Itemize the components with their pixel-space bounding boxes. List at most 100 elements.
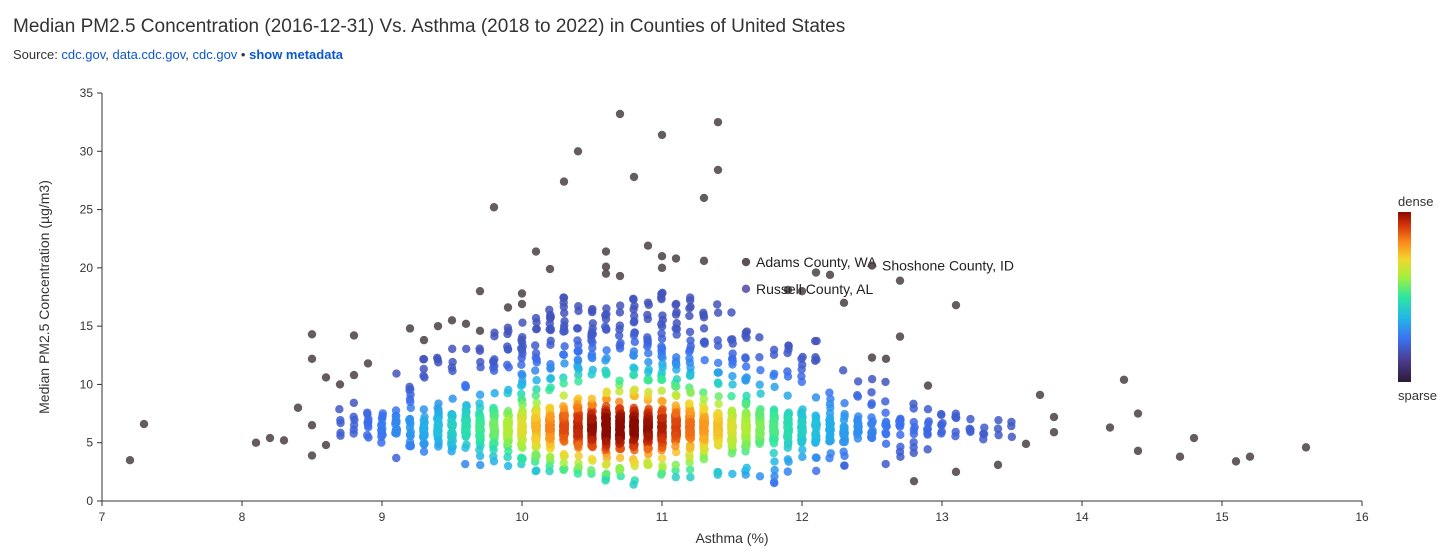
x-tick-label: 15 bbox=[1215, 510, 1229, 524]
source-link-data-cdc[interactable]: data.cdc.gov bbox=[112, 47, 186, 62]
data-point bbox=[461, 380, 470, 390]
data-point bbox=[825, 431, 835, 440]
data-point bbox=[742, 434, 751, 443]
data-point bbox=[489, 438, 498, 448]
data-point bbox=[476, 460, 485, 470]
data-point bbox=[546, 374, 555, 383]
outlier-point bbox=[461, 319, 471, 329]
data-point bbox=[672, 374, 682, 384]
data-point bbox=[853, 429, 862, 439]
data-point bbox=[587, 414, 597, 424]
data-point bbox=[546, 325, 555, 335]
outlier-point bbox=[797, 286, 807, 296]
data-point bbox=[937, 429, 946, 438]
data-point bbox=[644, 387, 653, 397]
data-point bbox=[936, 409, 946, 419]
data-point bbox=[615, 463, 625, 473]
data-point bbox=[349, 412, 358, 422]
data-point bbox=[994, 430, 1003, 440]
data-point bbox=[896, 430, 905, 440]
data-point bbox=[406, 427, 416, 437]
data-point bbox=[700, 445, 709, 454]
data-point bbox=[685, 311, 694, 321]
source-link-cdc[interactable]: cdc.gov bbox=[61, 47, 106, 62]
data-point bbox=[811, 393, 821, 402]
data-point bbox=[376, 425, 386, 435]
data-point bbox=[517, 416, 527, 426]
data-point bbox=[923, 445, 932, 454]
data-point bbox=[699, 455, 709, 464]
data-point bbox=[643, 335, 652, 345]
data-point bbox=[518, 318, 527, 327]
data-point bbox=[615, 453, 625, 463]
data-point bbox=[629, 295, 638, 304]
data-point bbox=[699, 388, 708, 397]
data-point bbox=[349, 429, 358, 438]
data-point bbox=[406, 397, 415, 407]
data-point bbox=[503, 345, 513, 354]
x-tick-label: 8 bbox=[239, 510, 246, 524]
data-point bbox=[559, 465, 568, 475]
source-link-cdc-2[interactable]: cdc.gov bbox=[192, 47, 238, 62]
data-point bbox=[489, 430, 498, 439]
data-point bbox=[671, 472, 681, 482]
data-point bbox=[532, 358, 542, 367]
data-point bbox=[531, 313, 541, 323]
data-point bbox=[840, 430, 849, 439]
data-point bbox=[630, 328, 639, 337]
data-point bbox=[727, 449, 737, 458]
outlier-point bbox=[713, 117, 723, 127]
data-point bbox=[728, 360, 737, 369]
data-point bbox=[574, 377, 583, 386]
data-point bbox=[559, 452, 569, 461]
data-point bbox=[672, 382, 681, 391]
outlier-point bbox=[1105, 423, 1115, 432]
data-point bbox=[546, 340, 555, 350]
data-point bbox=[336, 418, 345, 428]
data-point bbox=[572, 324, 582, 333]
data-point bbox=[475, 344, 484, 353]
data-point bbox=[419, 371, 428, 380]
data-point bbox=[392, 369, 401, 378]
data-point bbox=[769, 369, 779, 378]
data-point bbox=[657, 454, 667, 463]
data-point bbox=[685, 296, 695, 305]
data-point bbox=[405, 382, 414, 392]
outlier-point bbox=[433, 321, 443, 331]
show-metadata-link[interactable]: show metadata bbox=[249, 47, 344, 62]
data-point bbox=[658, 425, 667, 434]
data-point bbox=[489, 366, 499, 375]
data-point bbox=[756, 365, 765, 375]
outlier-point bbox=[1231, 457, 1241, 466]
data-point bbox=[531, 434, 540, 444]
data-point bbox=[727, 409, 736, 418]
legend-sparse-label: sparse bbox=[1398, 388, 1437, 403]
data-point bbox=[838, 366, 848, 375]
data-point bbox=[629, 363, 638, 372]
data-point bbox=[909, 443, 918, 452]
data-point bbox=[616, 428, 625, 438]
annotation-label: Russell County, AL bbox=[756, 281, 873, 297]
data-point bbox=[755, 420, 765, 429]
outlier-point bbox=[1133, 446, 1143, 456]
data-point bbox=[853, 377, 863, 386]
data-point bbox=[797, 437, 807, 447]
data-point bbox=[755, 333, 764, 342]
data-point bbox=[588, 343, 597, 353]
data-point bbox=[588, 319, 598, 328]
data-point bbox=[685, 371, 695, 381]
data-point bbox=[742, 440, 751, 449]
data-point bbox=[699, 313, 709, 322]
data-point bbox=[741, 362, 751, 371]
data-point bbox=[602, 453, 612, 463]
data-point bbox=[573, 428, 582, 438]
data-point bbox=[811, 430, 820, 439]
data-point bbox=[686, 387, 695, 397]
data-point bbox=[476, 363, 485, 372]
outlier-point bbox=[1189, 433, 1199, 443]
data-point bbox=[475, 423, 484, 433]
data-point bbox=[881, 439, 891, 449]
data-point bbox=[560, 411, 569, 420]
data-point bbox=[615, 321, 625, 330]
data-point bbox=[728, 380, 737, 389]
